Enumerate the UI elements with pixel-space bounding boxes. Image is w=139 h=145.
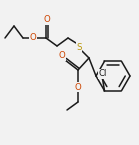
Text: O: O <box>30 33 36 42</box>
Text: O: O <box>44 16 50 25</box>
Text: S: S <box>76 42 82 51</box>
Text: Cl: Cl <box>98 69 107 78</box>
Text: O: O <box>75 83 81 91</box>
Text: O: O <box>59 51 65 60</box>
